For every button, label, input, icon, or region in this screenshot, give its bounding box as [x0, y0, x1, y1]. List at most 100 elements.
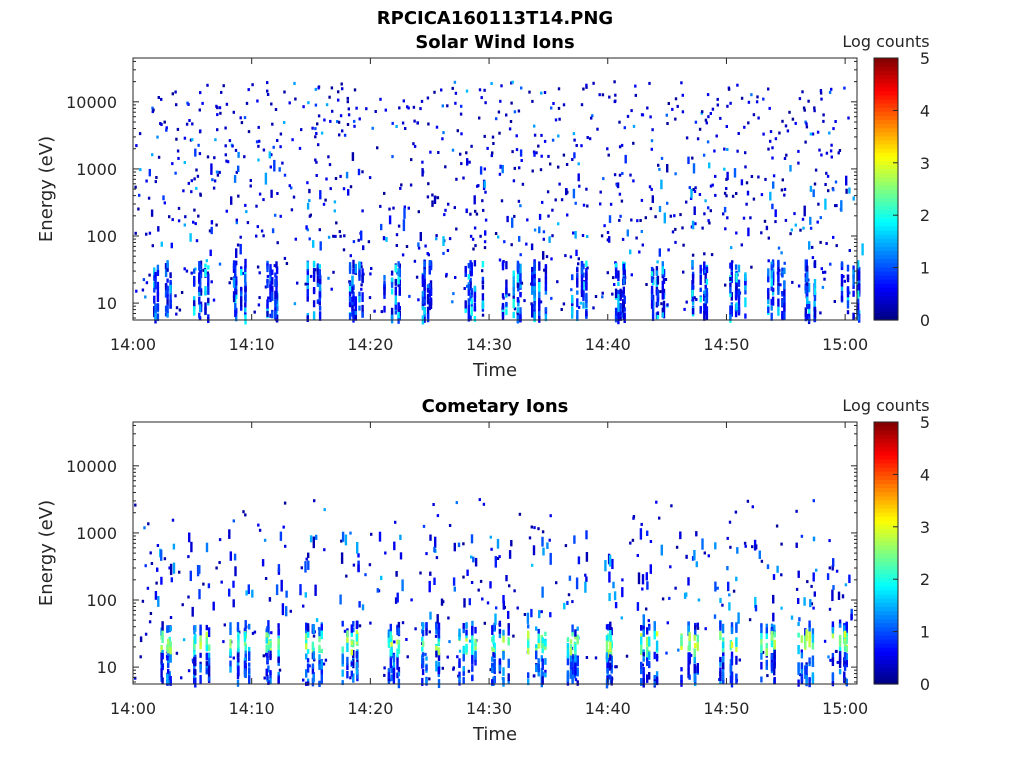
spectrogram-cell: [473, 316, 477, 322]
spectrogram-cell: [517, 199, 521, 203]
spectrogram-cell: [266, 93, 270, 96]
spectrogram-cell: [253, 630, 257, 634]
spectrogram-cell: [765, 627, 768, 634]
y-tick-label: 10000: [66, 457, 117, 476]
spectrogram-cell: [845, 646, 848, 653]
spectrogram-cell: [722, 652, 725, 658]
spectrogram-cell: [478, 498, 481, 502]
spectrogram-cell: [166, 646, 169, 651]
spectrogram-cell: [283, 256, 287, 260]
colorbar-segment: [874, 295, 898, 301]
spectrogram-cell: [622, 277, 625, 284]
spectrogram-cell: [166, 304, 169, 313]
spectrogram-cell: [733, 168, 737, 178]
spectrogram-cell: [244, 314, 247, 325]
spectrogram-cell: [606, 667, 609, 674]
spectrogram-cell: [501, 311, 505, 321]
spectrogram-cell: [586, 136, 589, 139]
spectrogram-cell: [843, 86, 846, 90]
spectrogram-cell: [256, 99, 259, 103]
spectrogram-cell: [349, 676, 352, 680]
spectrogram-cell: [510, 540, 513, 547]
spectrogram-cell: [270, 189, 273, 198]
panel-title: Solar Wind Ions: [415, 32, 574, 53]
spectrogram-cell: [247, 130, 251, 134]
spectrogram-cell: [156, 281, 160, 289]
spectrogram-cell: [840, 274, 844, 281]
spectrogram-cell: [703, 268, 706, 273]
spectrogram-cell: [577, 173, 580, 182]
colorbar-segment: [874, 148, 898, 153]
spectrogram-cell: [383, 275, 386, 280]
spectrogram-cell: [425, 552, 428, 556]
spectrogram-cell: [396, 664, 399, 670]
spectrogram-cell: [327, 235, 331, 239]
spectrogram-cell: [374, 110, 377, 113]
spectrogram-cell: [812, 572, 815, 582]
spectrogram-cell: [585, 311, 588, 317]
spectrogram-cell: [166, 278, 169, 283]
spectrogram-cell: [421, 282, 425, 288]
spectrogram-cell: [709, 112, 712, 115]
spectrogram-cell: [199, 675, 202, 684]
spectrogram-cell: [650, 271, 654, 277]
spectrogram-cell: [216, 106, 219, 110]
spectrogram-cell: [315, 160, 318, 164]
spectrogram-cell: [224, 144, 227, 148]
spectrogram-cell: [348, 312, 352, 321]
spectrogram-cell: [187, 669, 191, 673]
spectrogram-cell: [383, 305, 386, 313]
spectrogram-cell: [603, 224, 606, 228]
spectrogram-cell: [735, 302, 738, 311]
colorbar-segment: [874, 262, 898, 268]
spectrogram-cell: [169, 676, 172, 684]
colorbar-segment: [874, 577, 898, 583]
spectrogram-cell: [530, 608, 533, 618]
spectrogram-cell: [198, 286, 201, 292]
spectrogram-cell: [591, 114, 594, 118]
spectrogram-cell: [407, 206, 410, 210]
spectrogram-cell: [809, 185, 813, 192]
spectrogram-cell: [457, 542, 461, 548]
colorbar-segment: [874, 471, 898, 476]
colorbar-segment: [874, 70, 898, 75]
spectrogram-cell: [213, 179, 217, 183]
spectrogram-cell: [688, 186, 691, 190]
spectrogram-cell: [351, 296, 354, 303]
spectrogram-cell: [773, 655, 776, 666]
spectrogram-cell: [341, 659, 344, 665]
spectrogram-cell: [797, 570, 800, 578]
spectrogram-cell: [693, 634, 696, 641]
spectrogram-cell: [567, 593, 571, 597]
spectrogram-cell: [308, 664, 311, 668]
spectrogram-cell: [721, 672, 725, 681]
spectrogram-cell: [554, 198, 557, 202]
spectrogram-cell: [636, 554, 639, 557]
spectrogram-cell: [727, 87, 731, 91]
spectrogram-cell: [832, 585, 835, 590]
spectrogram-cell: [694, 625, 697, 630]
spectrogram-cell: [655, 640, 659, 651]
spectrogram-cell: [602, 177, 605, 181]
spectrogram-cell: [460, 162, 463, 166]
spectrogram-cell: [606, 147, 609, 151]
spectrogram-cell: [467, 298, 470, 306]
spectrogram-cell: [419, 571, 422, 575]
spectrogram-cell: [519, 263, 522, 274]
spectrogram-cell: [699, 296, 702, 303]
spectrogram-cell: [269, 284, 272, 291]
spectrogram-cell: [454, 276, 457, 279]
spectrogram-cell: [261, 559, 265, 567]
spectrogram-cell: [323, 508, 326, 512]
spectrogram-cell: [342, 248, 346, 252]
spectrogram-cell: [390, 270, 394, 276]
spectrogram-cell: [178, 308, 182, 312]
spectrogram-cell: [161, 635, 164, 644]
spectrogram-cell: [452, 292, 455, 296]
spectrogram-cell: [754, 605, 758, 612]
spectrogram-cell: [262, 148, 266, 152]
spectrogram-cell: [719, 621, 722, 631]
spectrogram-cell: [222, 84, 225, 88]
spectrogram-cell: [408, 294, 411, 298]
spectrogram-cell: [156, 303, 160, 311]
